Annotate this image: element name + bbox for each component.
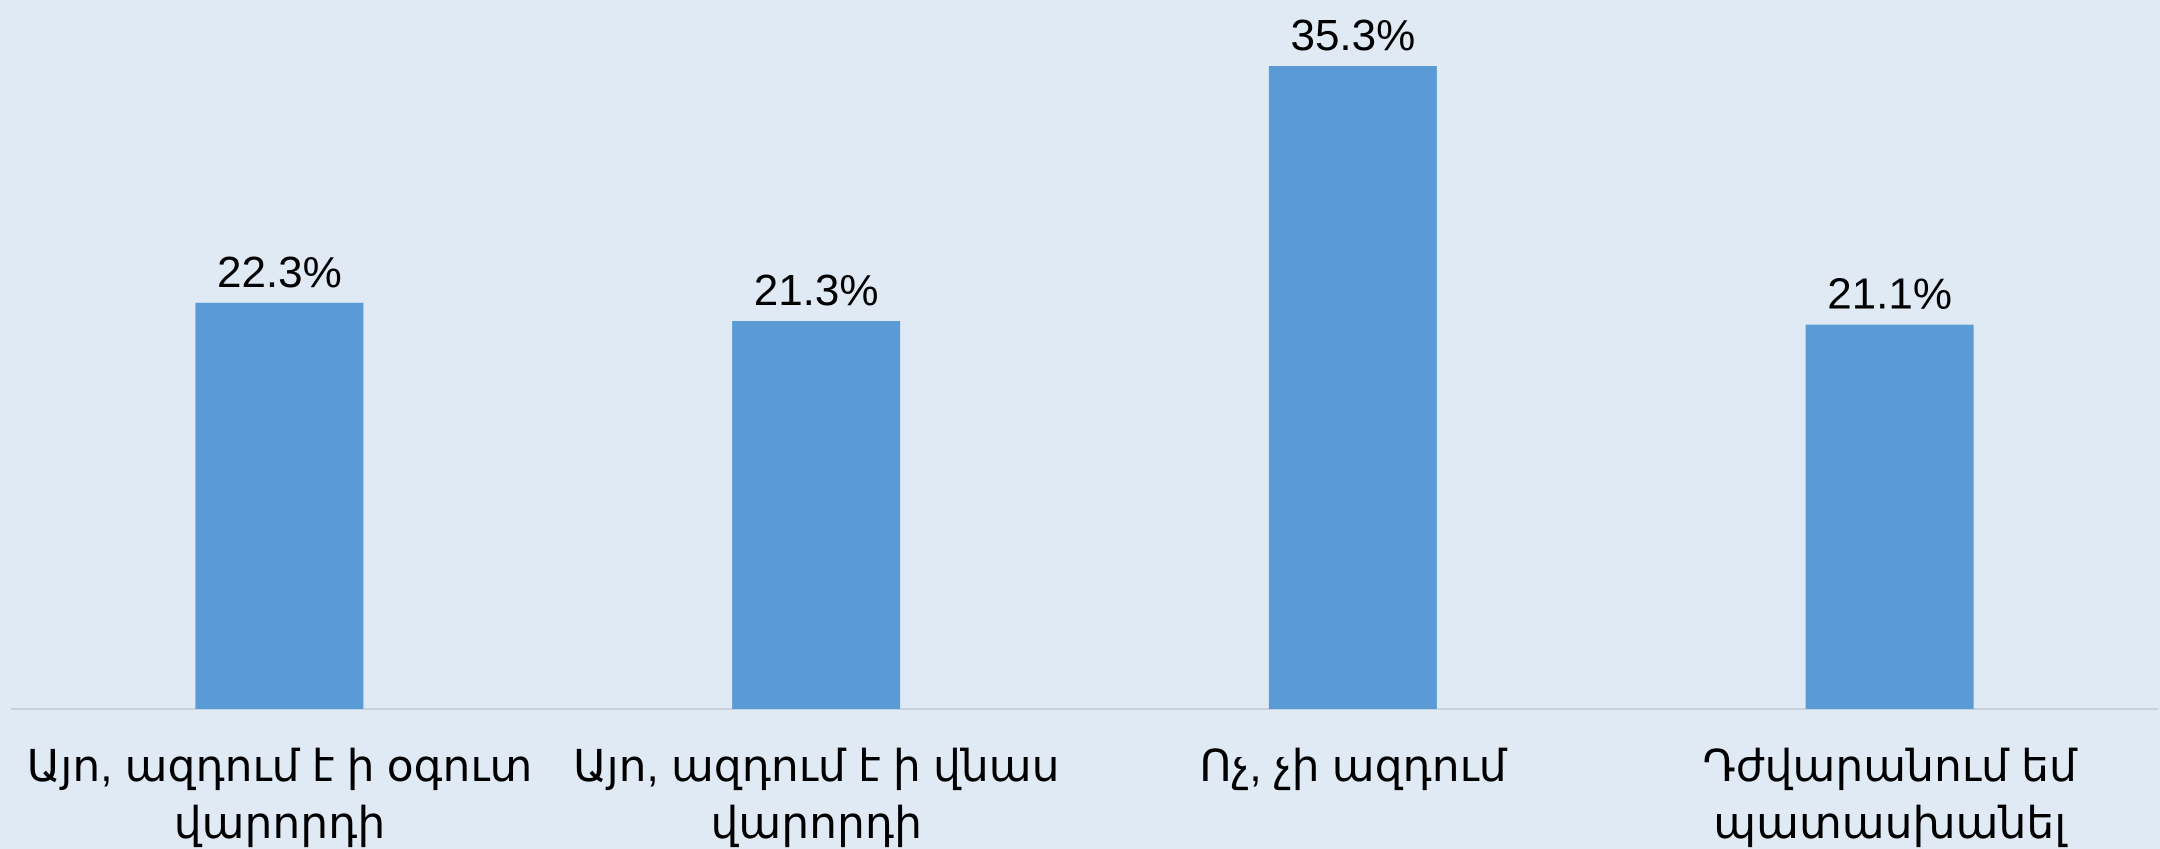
value-label: 21.1% [1827,270,1952,319]
bar [1268,66,1437,709]
x-tick-label: Ոչ, չի ազդում [1199,742,1507,791]
bar [732,321,901,709]
x-tick-label: Այո, ազդում է ի վնաս վարորդի [572,742,1060,848]
value-label: 22.3% [217,248,342,297]
value-label: 21.3% [754,266,879,315]
bar [1805,324,1974,709]
value-label: 35.3% [1290,11,1415,60]
x-tick-label: Այո, ազդում է ի օգուտ վարորդի [26,742,533,848]
bar [195,302,364,709]
x-tick-label: Դժվարանում եմ պատասխանել [1702,742,2077,848]
